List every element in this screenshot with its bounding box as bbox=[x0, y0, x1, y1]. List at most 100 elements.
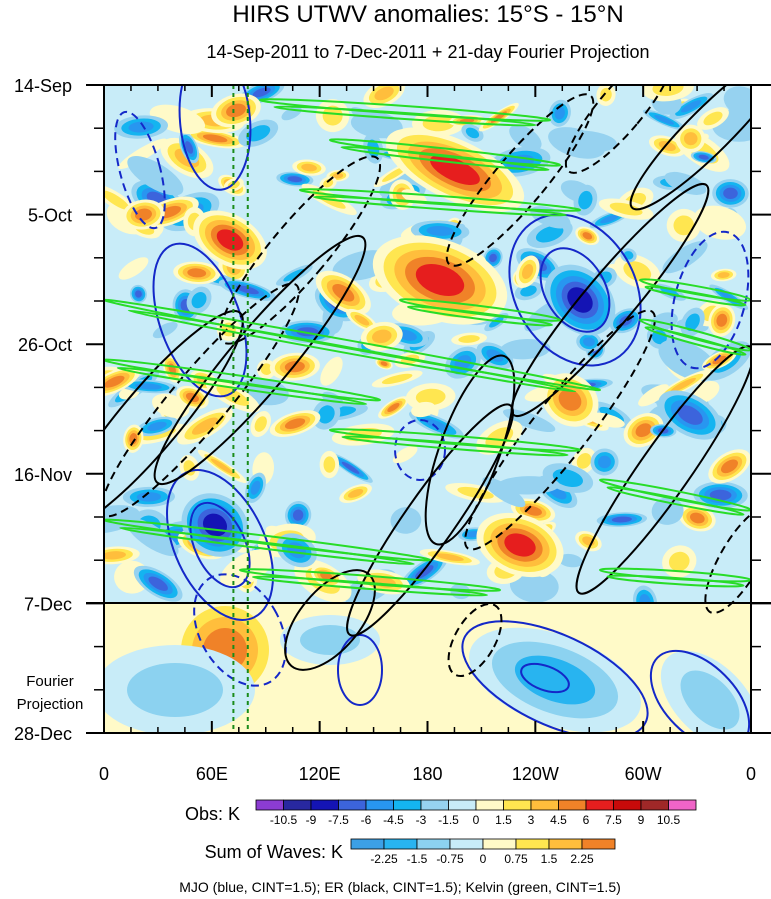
kelvin-contour bbox=[341, 435, 569, 457]
y-tick-label: 7-Dec bbox=[24, 594, 72, 614]
anomaly-blob bbox=[680, 100, 702, 113]
fourier-projection-field bbox=[104, 603, 751, 733]
chart-subtitle: 14-Sep-2011 to 7-Dec-2011 + 21-day Fouri… bbox=[206, 42, 649, 62]
x-tick-label: 120W bbox=[512, 764, 559, 784]
kelvin-contour bbox=[104, 518, 432, 562]
anomaly-blob bbox=[216, 385, 250, 406]
anomaly-blob bbox=[136, 492, 162, 502]
anomaly-blob bbox=[104, 375, 125, 388]
x-tick-label: 60E bbox=[196, 764, 228, 784]
anomaly-blob bbox=[387, 403, 400, 413]
anomaly-blob bbox=[520, 285, 537, 297]
mjo-contour bbox=[152, 242, 248, 398]
anomaly-blob bbox=[135, 290, 142, 298]
y-tick-label: 14-Sep bbox=[14, 76, 72, 96]
kelvin-contour bbox=[312, 195, 568, 217]
x-tick-label: 0 bbox=[746, 764, 756, 784]
colorbar-swatch bbox=[365, 799, 394, 811]
anomaly-blob bbox=[720, 459, 738, 474]
colorbar-level-label: -2.25 bbox=[370, 852, 398, 866]
anomaly-blob bbox=[522, 264, 534, 279]
colorbar-level-label: 4.5 bbox=[550, 813, 567, 827]
chart-title: HIRS UTWV anomalies: 15°S - 15°N bbox=[232, 1, 623, 28]
anomaly-blob bbox=[185, 141, 194, 154]
anomaly-blob bbox=[651, 329, 667, 345]
colorbar-level-label: -1.5 bbox=[438, 813, 459, 827]
colorbar-level-label: -0.75 bbox=[436, 852, 464, 866]
anomaly-blob bbox=[354, 314, 370, 326]
mjo-contour bbox=[539, 247, 611, 333]
kelvin-contour bbox=[644, 326, 747, 356]
anomaly-blob bbox=[210, 458, 234, 475]
colorbar-level-label: -7.5 bbox=[328, 813, 349, 827]
anomaly-blob bbox=[152, 322, 178, 339]
mjo-contour bbox=[649, 649, 751, 733]
anomaly-blob bbox=[587, 412, 625, 428]
mjo-contours bbox=[114, 85, 751, 733]
er-contour bbox=[424, 354, 516, 546]
waves-colorbar-label: Sum of Waves: K bbox=[205, 842, 343, 862]
anomaly-blob bbox=[673, 215, 694, 236]
colorbar-swatch bbox=[338, 799, 367, 811]
anomaly-blob bbox=[717, 272, 730, 278]
anomaly-blob bbox=[454, 355, 472, 371]
anomaly-blob bbox=[482, 477, 526, 508]
kelvin-contour bbox=[398, 298, 562, 322]
anomaly-blob bbox=[703, 111, 723, 126]
kelvin-contour bbox=[606, 486, 745, 516]
kelvin-contour bbox=[258, 98, 552, 122]
er-contour bbox=[564, 85, 676, 174]
anomaly-blob bbox=[147, 421, 167, 431]
colorbar-swatch bbox=[383, 838, 418, 850]
anomaly-blob bbox=[502, 409, 556, 433]
anomaly-blob bbox=[236, 285, 259, 295]
anomaly-blob bbox=[504, 533, 536, 557]
anomaly-blob bbox=[322, 105, 343, 126]
colorbar-level-label: -6 bbox=[361, 813, 372, 827]
anomaly-blob bbox=[287, 176, 303, 183]
er-contour bbox=[104, 282, 300, 518]
anomaly-blob bbox=[639, 594, 651, 603]
anomaly-blob bbox=[148, 576, 168, 591]
plot-area bbox=[104, 85, 751, 733]
anomaly-blob bbox=[320, 356, 343, 386]
y-tick-label: 28-Dec bbox=[14, 724, 72, 744]
anomaly-blob bbox=[392, 446, 418, 464]
colorbar-level-label: 7.5 bbox=[605, 813, 622, 827]
anomaly-blob bbox=[415, 263, 465, 297]
anomaly-blob bbox=[670, 377, 696, 393]
anomaly-blob bbox=[250, 480, 261, 495]
x-tick-label: 0 bbox=[99, 764, 109, 784]
anomaly-blob bbox=[489, 253, 497, 263]
anomaly-blob bbox=[698, 154, 709, 160]
kelvin-contour bbox=[116, 366, 368, 406]
anomaly-blob bbox=[129, 433, 138, 445]
colorbar-swatch bbox=[448, 799, 477, 811]
er-contour bbox=[104, 310, 244, 530]
mjo-contour bbox=[178, 85, 252, 191]
colorbar-swatch bbox=[558, 799, 587, 811]
colorbar-swatch bbox=[416, 838, 451, 850]
colorbar-swatch bbox=[255, 799, 284, 811]
er-contour bbox=[447, 602, 503, 678]
kelvin-contour bbox=[119, 526, 415, 566]
colorbar-level-label: 9 bbox=[638, 813, 645, 827]
mjo-contour bbox=[193, 573, 287, 687]
anomaly-blob bbox=[317, 405, 335, 424]
anomaly-blob bbox=[466, 531, 480, 538]
anomaly-blob bbox=[548, 127, 606, 159]
anomaly-blob bbox=[128, 121, 154, 133]
colorbar-swatch bbox=[613, 799, 642, 811]
er-contour bbox=[218, 155, 382, 345]
anomaly-blob bbox=[712, 355, 727, 365]
anomaly-blob bbox=[301, 163, 317, 172]
colorbar-swatch bbox=[482, 838, 517, 850]
x-tick-label: 120E bbox=[299, 764, 341, 784]
colorbar-level-label: -9 bbox=[306, 813, 317, 827]
er-contour bbox=[464, 309, 656, 551]
kelvin-contour bbox=[406, 305, 554, 327]
colorbar-swatch bbox=[668, 799, 697, 811]
anomaly-blob bbox=[283, 268, 306, 282]
anomaly-blob bbox=[323, 456, 336, 473]
wave-legend-footnote: MJO (blue, CINT=1.5); ER (black, CINT=1.… bbox=[179, 879, 621, 895]
